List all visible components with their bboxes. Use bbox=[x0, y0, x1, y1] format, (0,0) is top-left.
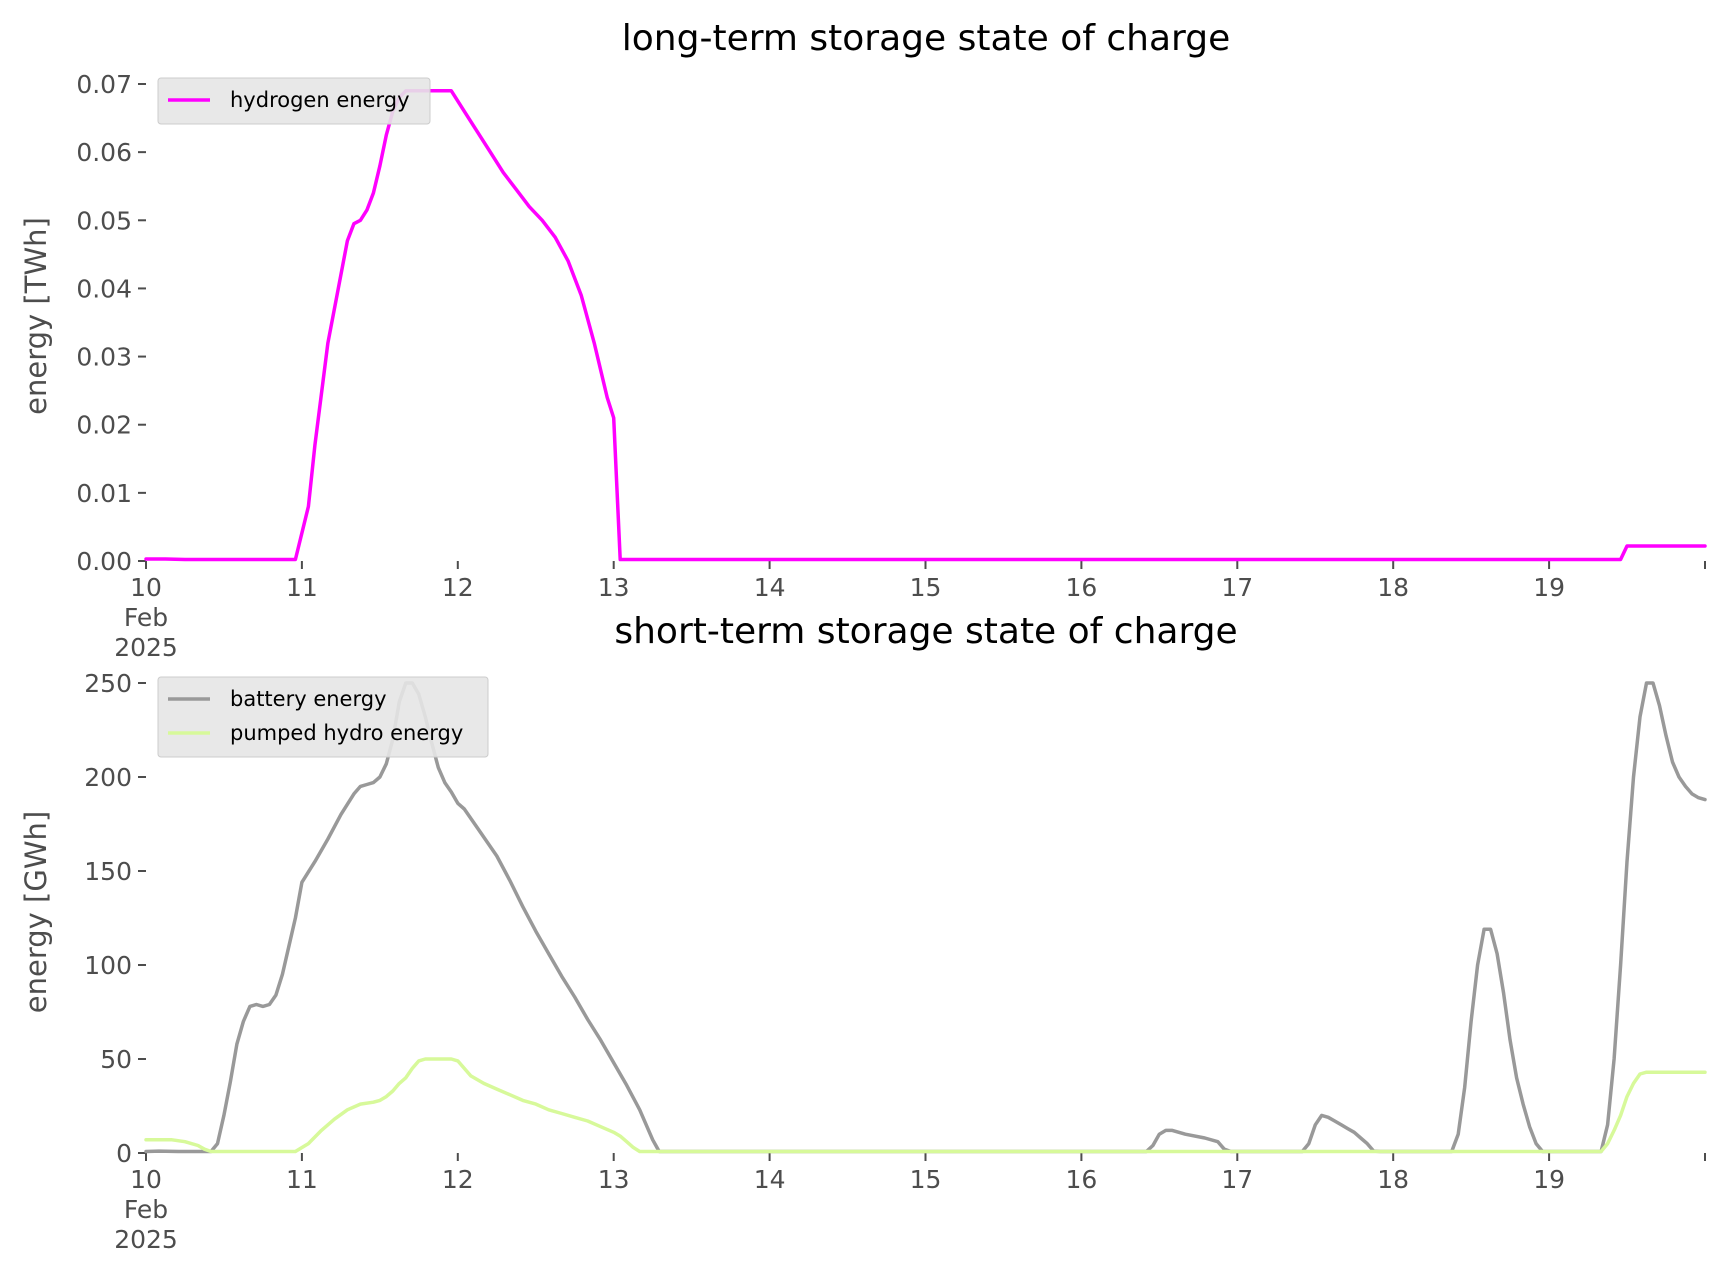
y-tick-label: 100 bbox=[84, 951, 132, 980]
x-tick-label: 17 bbox=[1221, 1165, 1253, 1194]
legend: hydrogen energy bbox=[157, 77, 431, 125]
x-tick-label: 11 bbox=[286, 573, 318, 602]
x-tick-label: 13 bbox=[598, 573, 630, 602]
x-tick-label: 15 bbox=[910, 573, 942, 602]
x-tick-label: 12 bbox=[442, 1165, 474, 1194]
x-tick-label: 10 bbox=[130, 573, 162, 602]
x-tick-label: 16 bbox=[1065, 1165, 1097, 1194]
x-tick-label: 12 bbox=[442, 573, 474, 602]
long-term-storage-chart: long-term storage state of charge energy… bbox=[19, 18, 1707, 662]
y-tick-label: 0.06 bbox=[76, 138, 132, 167]
y-tick-label: 0.03 bbox=[76, 343, 132, 372]
y-tick-label: 0.00 bbox=[76, 547, 132, 576]
y-axis: 0 50 100 150 200 250 bbox=[84, 669, 146, 1168]
chart-title: short-term storage state of charge bbox=[614, 611, 1237, 652]
y-tick-label: 200 bbox=[84, 763, 132, 792]
x-tick-label: 18 bbox=[1377, 1165, 1409, 1194]
y-tick-label: 0 bbox=[116, 1139, 132, 1168]
y-tick-label: 0.02 bbox=[76, 411, 132, 440]
legend-box bbox=[157, 77, 431, 125]
chart-title: long-term storage state of charge bbox=[622, 18, 1230, 59]
series-line bbox=[144, 1057, 1707, 1154]
y-tick-label: 0.04 bbox=[76, 274, 132, 303]
x-tick-label: 18 bbox=[1377, 573, 1409, 602]
x-tick-label: 16 bbox=[1065, 573, 1097, 602]
x-tick-sublabel: 2025 bbox=[114, 1225, 178, 1254]
x-tick-sublabel: Feb bbox=[124, 603, 168, 632]
x-tick-label: 10 bbox=[130, 1165, 162, 1194]
x-tick-sublabel: Feb bbox=[124, 1195, 168, 1224]
x-tick-label: 14 bbox=[754, 573, 786, 602]
x-tick-sublabel: 2025 bbox=[114, 633, 178, 662]
y-tick-label: 250 bbox=[84, 669, 132, 698]
legend-box bbox=[157, 676, 489, 758]
y-axis: 0.00 0.01 0.02 0.03 0.04 0.05 0.06 0.07 bbox=[76, 70, 146, 576]
legend: battery energy pumped hydro energy bbox=[157, 676, 489, 758]
y-axis-label: energy [TWh] bbox=[19, 217, 53, 415]
x-tick-label: 14 bbox=[754, 1165, 786, 1194]
short-term-storage-chart: short-term storage state of charge energ… bbox=[19, 611, 1707, 1254]
series-lines bbox=[144, 681, 1707, 1154]
y-tick-label: 50 bbox=[100, 1045, 132, 1074]
x-tick-label: 15 bbox=[910, 1165, 942, 1194]
y-tick-label: 0.07 bbox=[76, 70, 132, 99]
x-tick-label: 13 bbox=[598, 1165, 630, 1194]
x-tick-label: 11 bbox=[286, 1165, 318, 1194]
x-tick-label: 19 bbox=[1533, 573, 1565, 602]
legend-label: pumped hydro energy bbox=[230, 721, 463, 745]
x-tick-label: 17 bbox=[1221, 573, 1253, 602]
y-tick-label: 0.05 bbox=[76, 206, 132, 235]
y-tick-label: 0.01 bbox=[76, 479, 132, 508]
y-axis-label: energy [GWh] bbox=[19, 811, 53, 1013]
legend-label: hydrogen energy bbox=[230, 88, 410, 112]
x-tick-label: 19 bbox=[1533, 1165, 1565, 1194]
y-tick-label: 150 bbox=[84, 857, 132, 886]
legend-label: battery energy bbox=[230, 687, 387, 711]
